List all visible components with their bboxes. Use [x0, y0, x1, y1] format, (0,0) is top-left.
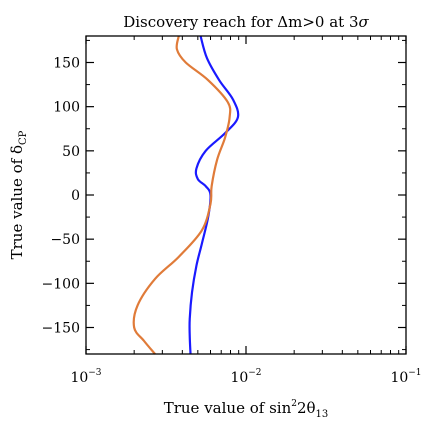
x-axis-title-sup: 2: [291, 399, 297, 409]
x-axis-title-text: True value of sin: [164, 399, 292, 417]
curves: [132, 35, 240, 355]
y-ticks: 150 100 50 0 −50 −100 −150: [42, 39, 406, 351]
y-tick-label: 50: [62, 144, 80, 160]
plot-frame: [85, 35, 407, 355]
title-text: Discovery reach for: [123, 13, 277, 31]
y-tick-label: −100: [42, 276, 80, 292]
series-line-1: [188, 35, 240, 355]
x-axis-title: True value of sin22θ13: [164, 399, 329, 420]
title-sigma: σ: [359, 13, 370, 31]
series-line-2: [132, 35, 232, 355]
title-symbol: Δm>0 at 3: [277, 13, 358, 31]
x-axis-title-sub: 13: [316, 409, 329, 420]
x-ticks: 10−3 10−2 10−1: [70, 36, 422, 386]
y-tick-label: 100: [53, 100, 80, 116]
x-tick-label: 10−2: [230, 368, 261, 386]
y-axis-title: True value of δCP: [8, 130, 29, 259]
x-tick-label: 10−1: [390, 368, 421, 386]
y-tick-label: 0: [71, 188, 80, 204]
y-axis-title-sub: CP: [18, 130, 29, 145]
x-tick-label: 10−3: [70, 368, 101, 386]
chart-title: Discovery reach for Δm>0 at 3σ: [123, 13, 369, 31]
x-axis-title-mid: 2θ: [297, 399, 316, 417]
y-tick-label: −150: [42, 321, 80, 337]
y-tick-label: 150: [53, 56, 80, 72]
y-axis-title-text: True value of δ: [8, 145, 26, 259]
y-tick-label: −50: [50, 232, 80, 248]
